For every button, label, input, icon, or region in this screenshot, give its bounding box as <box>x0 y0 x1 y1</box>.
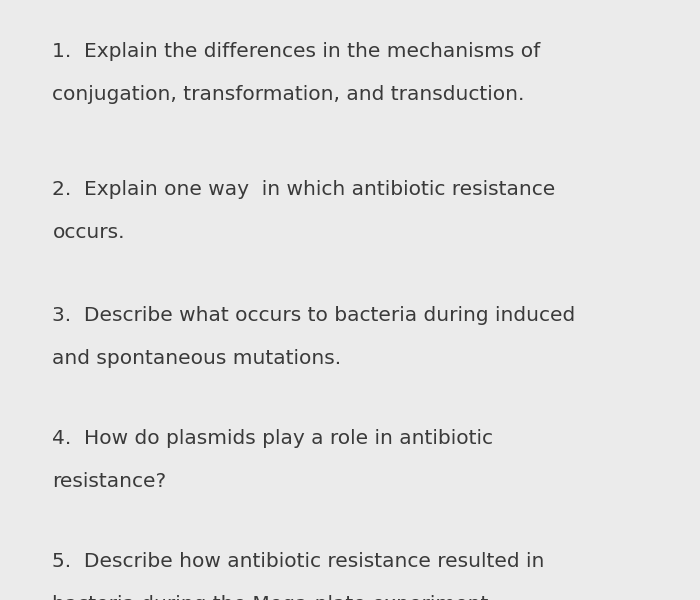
Text: 1.  Explain the differences in the mechanisms of: 1. Explain the differences in the mechan… <box>52 42 540 61</box>
Text: 4.  How do plasmids play a role in antibiotic: 4. How do plasmids play a role in antibi… <box>52 429 494 448</box>
Text: and spontaneous mutations.: and spontaneous mutations. <box>52 349 342 368</box>
Text: resistance?: resistance? <box>52 472 167 491</box>
Text: conjugation, transformation, and transduction.: conjugation, transformation, and transdu… <box>52 85 525 104</box>
Text: 3.  Describe what occurs to bacteria during induced: 3. Describe what occurs to bacteria duri… <box>52 306 575 325</box>
Text: 5.  Describe how antibiotic resistance resulted in: 5. Describe how antibiotic resistance re… <box>52 552 545 571</box>
Text: 2.  Explain one way  in which antibiotic resistance: 2. Explain one way in which antibiotic r… <box>52 180 556 199</box>
Text: bacteria during the Mega-plate experiment.: bacteria during the Mega-plate experimen… <box>52 595 496 600</box>
Text: occurs.: occurs. <box>52 223 125 242</box>
